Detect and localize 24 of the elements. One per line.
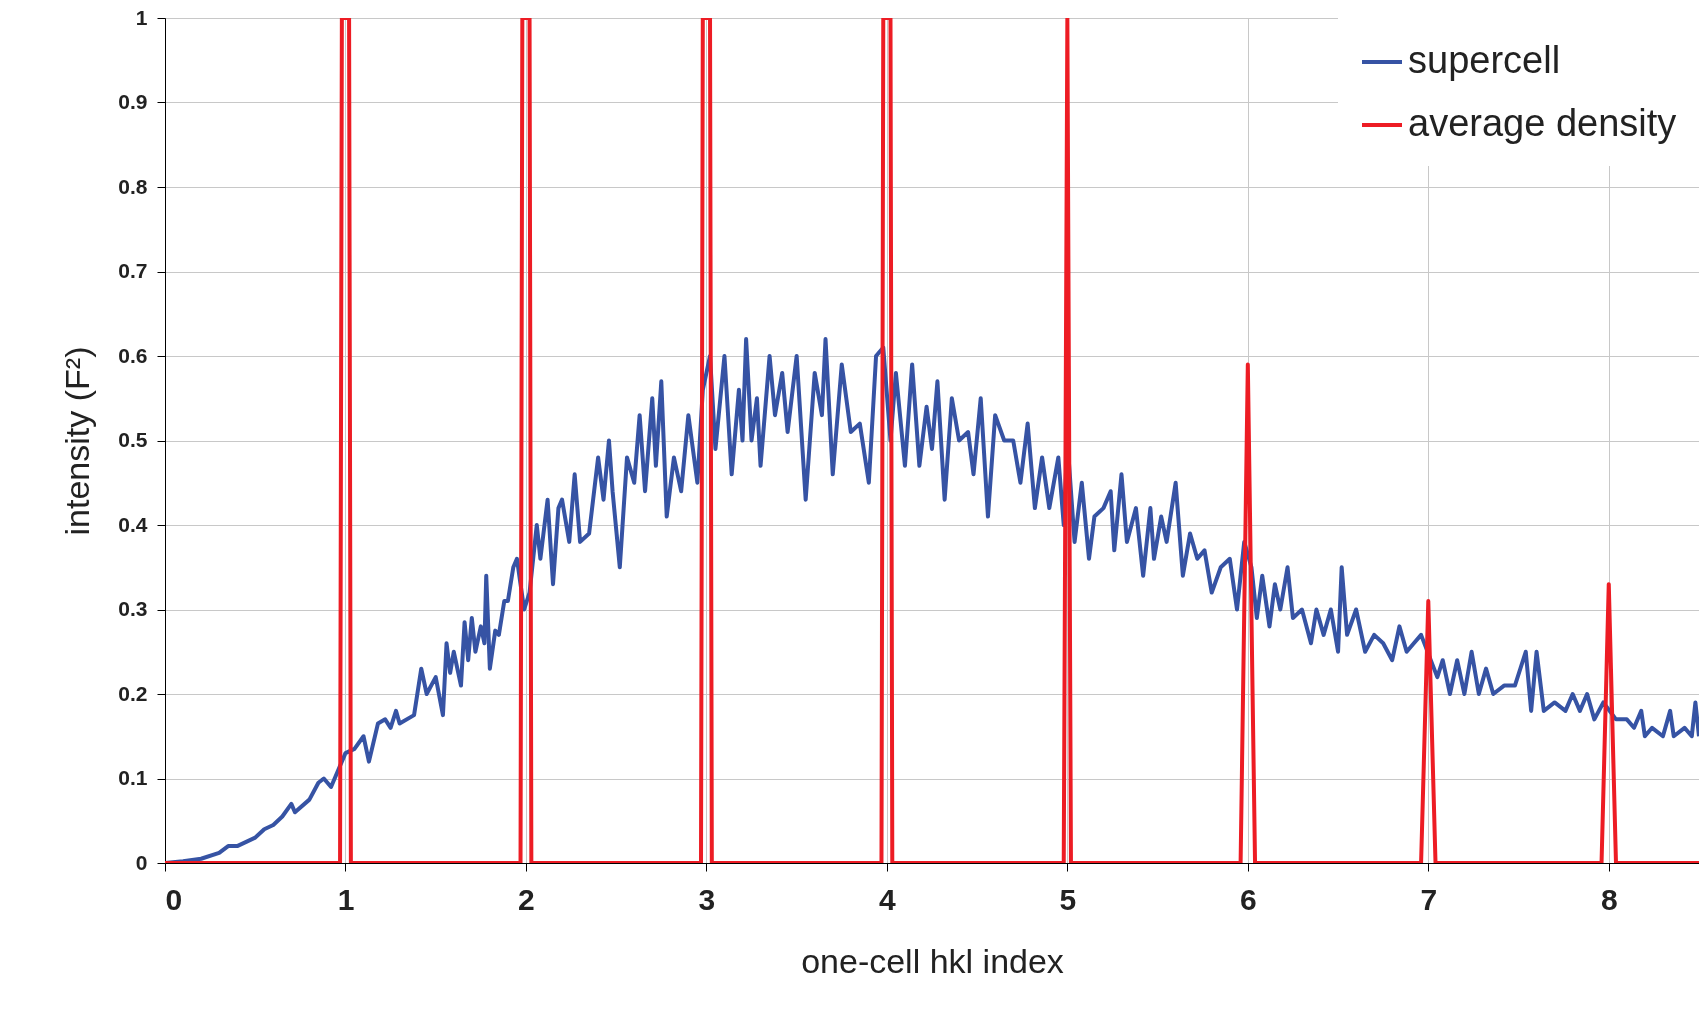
x-tick-label: 6 (1239, 882, 1257, 916)
x-tick-label: 7 (1420, 882, 1438, 916)
y-tick-label: 0.5 (118, 428, 148, 451)
y-tick-label: 0.6 (118, 343, 148, 367)
y-tick-label: 0.9 (118, 90, 148, 113)
y-tick-label: 0.4 (118, 512, 148, 536)
x-tick-label: 3 (698, 882, 716, 916)
x-tick-label: 8 (1600, 882, 1618, 916)
x-tick-label: 2 (518, 882, 535, 916)
x-tick-label: 4 (879, 882, 897, 916)
y-tick-label: 1 (135, 5, 148, 29)
y-tick-label: 0 (135, 850, 148, 874)
y-tick-label: 0.7 (118, 259, 148, 282)
y-tick-label: 0.3 (118, 597, 148, 620)
legend-label: average density (1408, 102, 1677, 144)
y-tick-label: 0.8 (118, 174, 148, 198)
x-tick-label: 5 (1059, 882, 1077, 916)
y-tick-label: 0.2 (118, 681, 148, 705)
legend-label: supercell (1408, 39, 1561, 81)
x-tick-label: 1 (337, 882, 355, 916)
y-axis-title: intensity (F²) (58, 346, 97, 536)
y-tick-label: 0.1 (118, 766, 148, 789)
x-axis-title: one-cell hkl index (801, 941, 1064, 980)
x-tick-label: 0 (165, 882, 183, 916)
